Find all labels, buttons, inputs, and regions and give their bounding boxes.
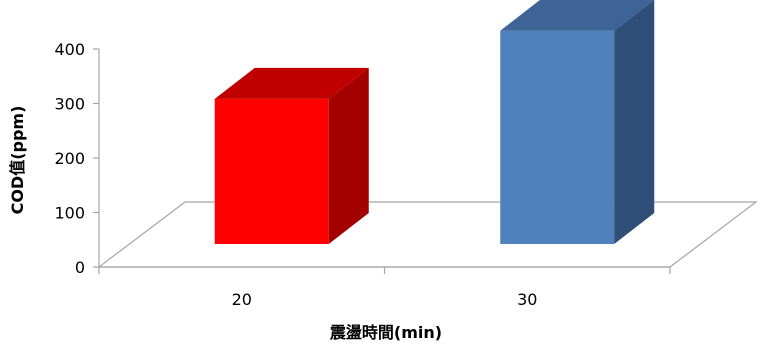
x-tick-label: 20	[232, 290, 252, 309]
y-tick-label: 0	[75, 258, 85, 277]
bar-top-face	[214, 67, 369, 99]
floor-plane	[97, 201, 758, 268]
axes	[93, 48, 671, 274]
y-tick-label: 400	[54, 40, 85, 59]
x-tick-label: 30	[517, 290, 537, 309]
x-axis-ticks	[98, 267, 671, 274]
bar-top-face	[500, 0, 654, 31]
bar-side-face	[614, 0, 655, 244]
bars	[214, 0, 655, 244]
y-axis-ticks	[93, 48, 99, 268]
y-tick-labels: 0 100 200 300 400	[54, 40, 85, 277]
bar-side-face	[328, 67, 369, 244]
floor	[97, 201, 758, 268]
bar	[214, 67, 369, 244]
bar-front-face	[214, 98, 329, 244]
x-tick-labels: 20 30	[232, 290, 538, 309]
bar	[500, 0, 655, 244]
y-tick-label: 200	[54, 149, 85, 168]
y-tick-label: 100	[54, 204, 85, 223]
y-tick-label: 300	[54, 95, 85, 114]
bar-front-face	[500, 30, 615, 244]
x-axis-title: 震盪時間(min)	[329, 323, 442, 342]
y-axis-title: COD值(ppm)	[8, 106, 27, 215]
